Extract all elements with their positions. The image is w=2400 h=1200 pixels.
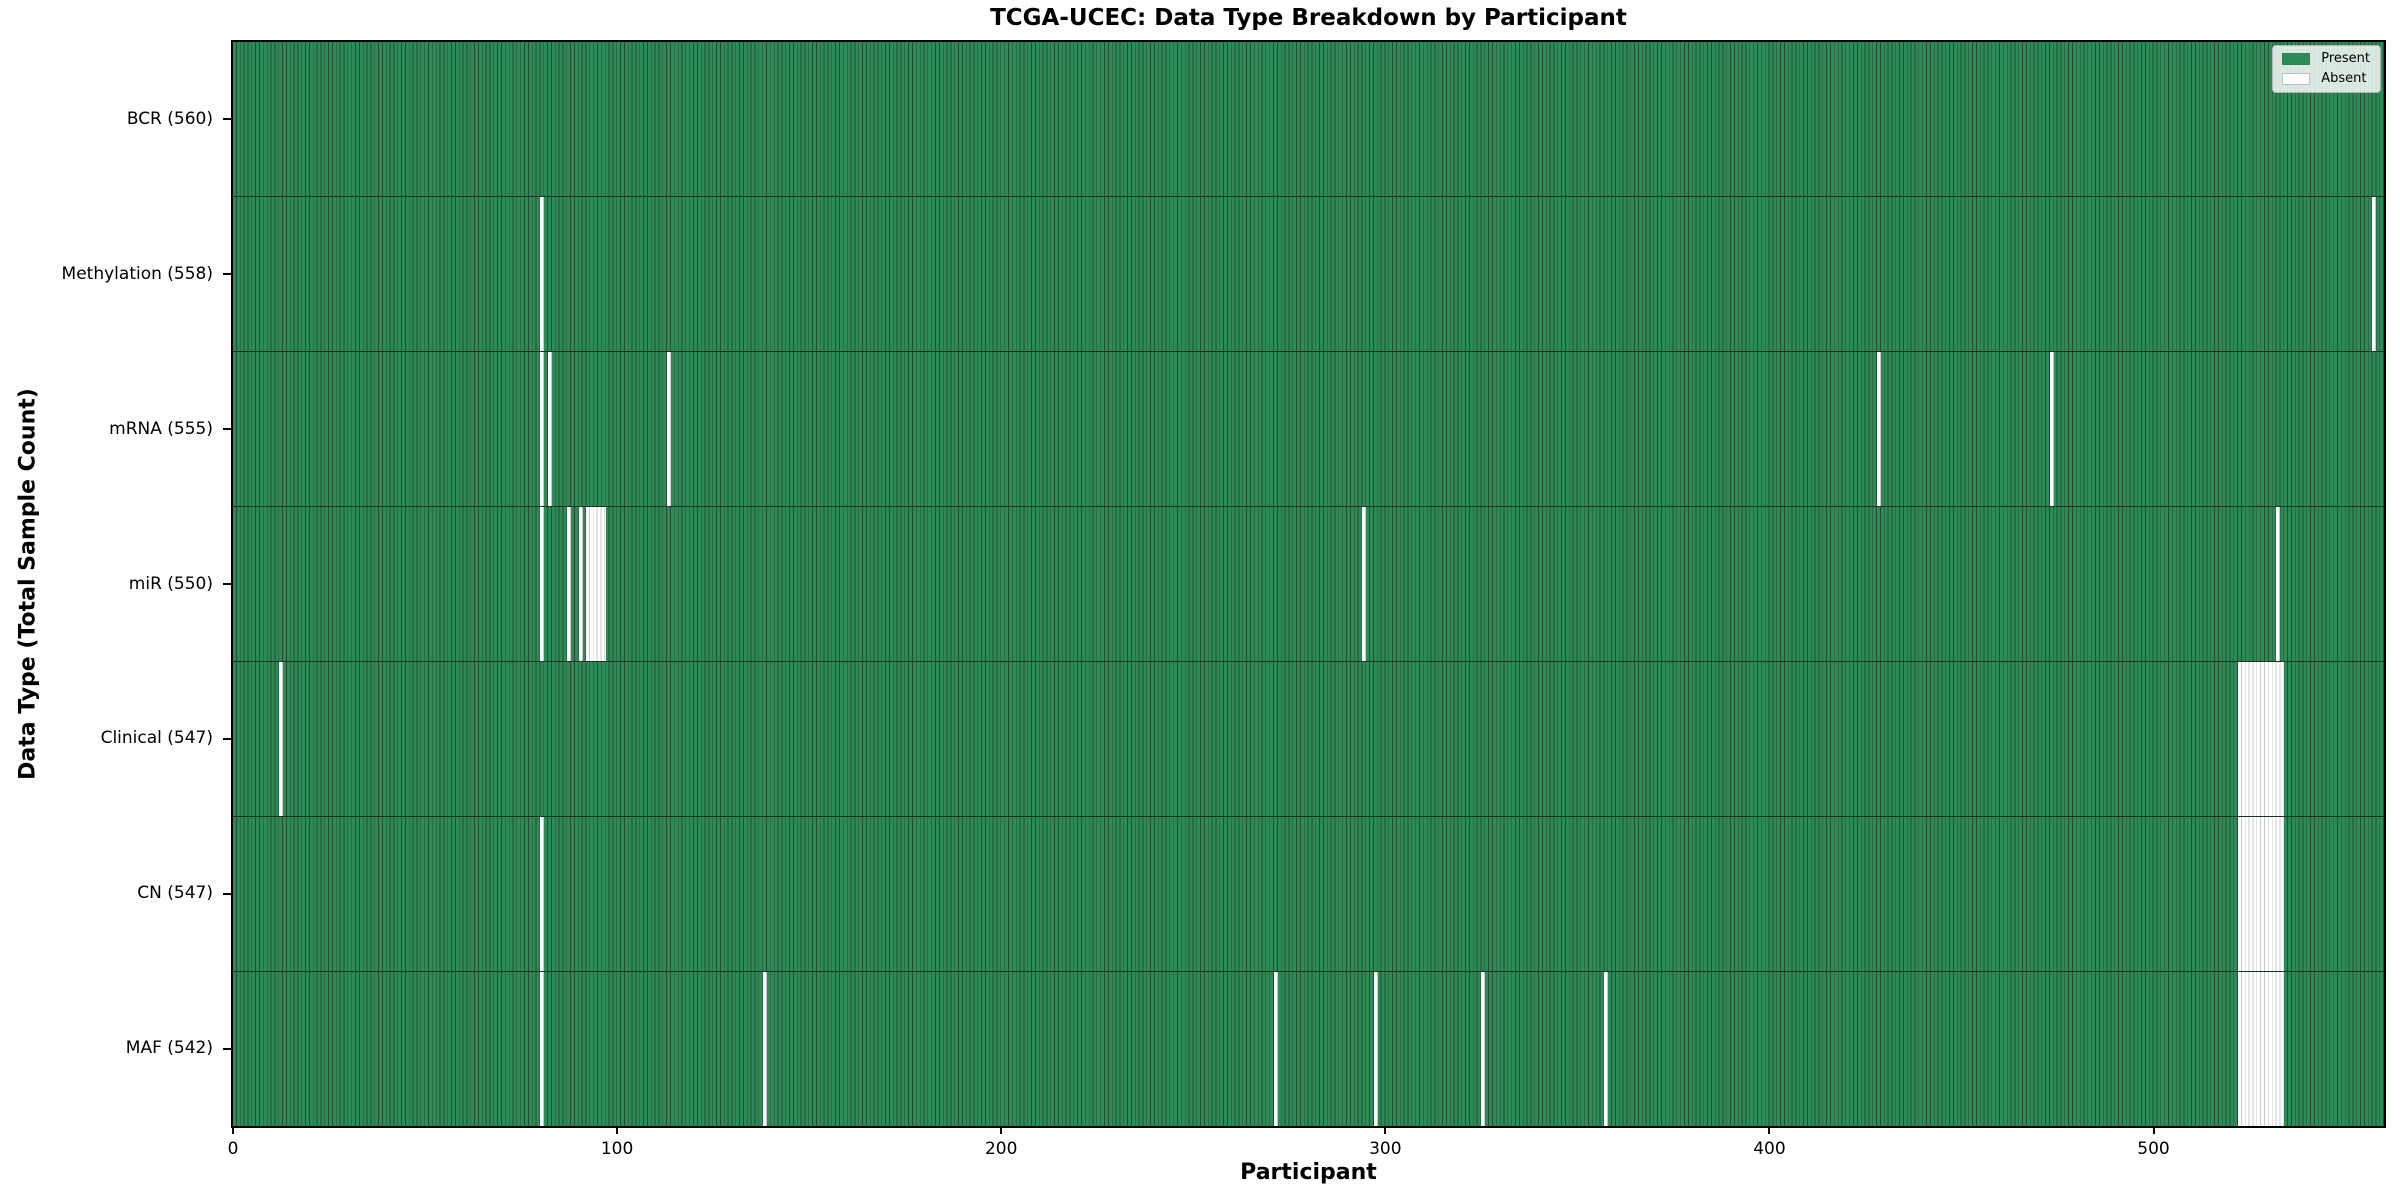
- plot-area: Present Absent: [231, 40, 2386, 1128]
- absent-segment: [578, 507, 583, 661]
- y-tick-mark: [223, 273, 231, 276]
- heatmap-row-mRNA: [233, 352, 2384, 507]
- heatmap-row-CN: [233, 817, 2384, 972]
- heatmap-row-BCR: [233, 42, 2384, 197]
- y-tick-mark: [223, 583, 231, 585]
- chart-title: TCGA-UCEC: Data Type Breakdown by Partic…: [990, 5, 1627, 31]
- y-tick-mark: [223, 428, 231, 431]
- absent-segment: [667, 352, 671, 506]
- absent-segment: [586, 507, 606, 661]
- absent-segment: [763, 972, 767, 1126]
- legend-label-absent: Absent: [2321, 71, 2367, 86]
- x-tick-mark: [2152, 1126, 2155, 1134]
- heatmap-row-Methylation: [233, 197, 2384, 352]
- y-tick-label: MAF (542): [125, 1038, 213, 1059]
- absent-segment: [540, 817, 545, 971]
- x-tick-label: 300: [1369, 1139, 1402, 1159]
- y-tick-mark: [223, 892, 231, 895]
- absent-segment: [540, 197, 545, 351]
- y-tick-mark: [223, 1047, 231, 1050]
- y-tick-label: miR (550): [128, 573, 213, 594]
- absent-segment: [279, 662, 283, 816]
- heatmap-row-MAF: [233, 972, 2384, 1126]
- absent-segment: [1362, 507, 1367, 661]
- x-tick-label: 100: [600, 1139, 634, 1159]
- absent-segment: [2238, 662, 2285, 816]
- legend: Present Absent: [2272, 45, 2381, 93]
- absent-segment: [2372, 197, 2377, 351]
- x-tick-label: 500: [2137, 1139, 2170, 1159]
- absent-segment: [547, 352, 552, 506]
- absent-segment: [2238, 817, 2285, 971]
- y-tick-label: Clinical (547): [100, 728, 213, 749]
- legend-item-present: Present: [2282, 52, 2370, 66]
- absent-segment: [2238, 972, 2285, 1126]
- x-tick-mark: [232, 1126, 234, 1134]
- absent-swatch: [2282, 73, 2311, 85]
- legend-item-absent: Absent: [2282, 72, 2370, 86]
- present-swatch: [2282, 53, 2311, 65]
- y-tick-label: BCR (560): [126, 108, 213, 129]
- y-tick-mark: [223, 737, 231, 740]
- y-tick-label: Methylation (558): [61, 263, 213, 284]
- absent-segment: [1604, 972, 1609, 1126]
- x-tick-label: 0: [227, 1139, 239, 1159]
- x-tick-mark: [1384, 1126, 1387, 1134]
- absent-segment: [2049, 352, 2054, 506]
- y-tick-label: mRNA (555): [109, 418, 213, 439]
- absent-segment: [1481, 972, 1486, 1126]
- absent-segment: [540, 507, 545, 661]
- heatmap-rows: [233, 42, 2384, 1126]
- y-tick-mark: [223, 118, 231, 121]
- heatmap-row-miR: [233, 507, 2384, 662]
- absent-segment: [540, 972, 545, 1126]
- heatmap-row-Clinical: [233, 662, 2384, 817]
- absent-segment: [567, 507, 571, 661]
- absent-segment: [2276, 507, 2281, 661]
- x-axis-label: Participant: [1240, 1160, 1377, 1185]
- absent-segment: [1273, 972, 1278, 1126]
- x-tick-label: 400: [1753, 1139, 1786, 1159]
- x-tick-mark: [1000, 1126, 1003, 1134]
- x-tick-mark: [616, 1126, 619, 1134]
- absent-segment: [540, 352, 545, 506]
- absent-segment: [1373, 972, 1378, 1126]
- x-tick-mark: [1768, 1126, 1771, 1134]
- legend-label-present: Present: [2321, 51, 2370, 66]
- y-tick-label: CN (547): [137, 883, 213, 904]
- x-tick-label: 200: [984, 1139, 1018, 1159]
- absent-segment: [1876, 352, 1881, 506]
